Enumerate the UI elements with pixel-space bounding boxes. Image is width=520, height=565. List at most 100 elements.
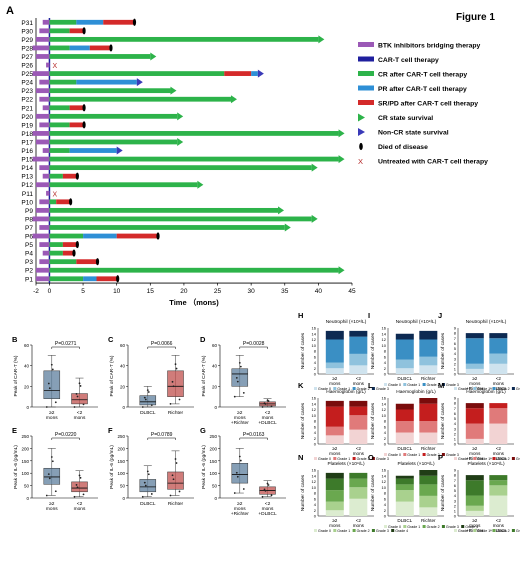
bridge-bar (42, 105, 50, 111)
significance-bracket (239, 437, 268, 440)
grade-swatch (461, 525, 465, 528)
category-label: ≥2 (332, 376, 338, 381)
category-label: Richter (421, 446, 436, 451)
bridge-bar (36, 113, 50, 119)
died-marker (69, 198, 73, 206)
category-label: <2 (265, 501, 271, 507)
y-tick-label: 0 (26, 496, 29, 501)
y-tick-label: 10 (382, 343, 387, 348)
data-point (174, 458, 177, 460)
stack-segment (395, 339, 414, 360)
data-point (144, 398, 147, 401)
data-point (175, 367, 178, 370)
panel-letter: H (298, 311, 303, 320)
grade-swatch (403, 383, 407, 386)
box (71, 393, 88, 405)
y-tick-label: 6 (314, 424, 317, 429)
grade-swatch (492, 457, 496, 460)
stack-segment (395, 484, 414, 491)
died-marker (156, 232, 160, 240)
y-tick-label: 2 (314, 436, 317, 441)
cr-survival-arrow (230, 95, 237, 104)
box-panel-c: C 0 20 40 60 Peak of CAR-T (%) DLBCL Richter P=0… (108, 335, 194, 416)
stack-segment (419, 356, 438, 366)
stack-segment (395, 475, 414, 479)
y-tick-label: 5 (454, 346, 457, 351)
stack-segment (419, 507, 438, 516)
y-tick-label: 3 (454, 356, 457, 361)
category-label: Richter (168, 501, 184, 507)
category-label: ≥2 (49, 501, 55, 507)
response-segment (49, 131, 339, 136)
panel-title: Haemoglobin (g/L) (326, 389, 366, 395)
y-axis-title: Peak of IL-6 (pg/mL) (109, 445, 115, 489)
data-point (78, 382, 81, 385)
x-tick-label: 20 (180, 288, 188, 295)
grade-swatch (403, 453, 407, 456)
response-segment (49, 225, 285, 230)
category-label: DLBCL (397, 518, 412, 523)
grade-label: Grade 0 (388, 453, 401, 457)
panel-letter: G (200, 426, 206, 435)
patient-label: P7 (25, 225, 33, 232)
y-tick-label: 3 (454, 426, 457, 431)
x-tick-label: 45 (348, 288, 356, 295)
response-segment (83, 276, 97, 282)
data-point (51, 460, 54, 463)
legend-arrow (358, 113, 365, 122)
data-point (267, 484, 270, 486)
patient-label: P19 (21, 122, 33, 129)
bridge-bar (36, 207, 50, 213)
cr-survival-arrow (197, 180, 204, 189)
data-point (261, 406, 264, 408)
y-tick-label: 1 (454, 508, 457, 513)
y-tick-label: 0 (454, 372, 457, 377)
response-segment (49, 88, 171, 94)
y-tick-label: 6 (454, 483, 457, 488)
legend-x: X (358, 157, 363, 166)
data-point (143, 396, 146, 399)
data-point (233, 395, 236, 398)
stack-segment (395, 409, 414, 421)
response-segment (49, 267, 339, 273)
stack-segment (489, 480, 508, 486)
data-point (174, 363, 177, 366)
category-label: <2 (77, 410, 83, 416)
patient-label: P3 (25, 259, 33, 266)
legend-swatch (358, 56, 374, 62)
y-axis-title: Number of cases (370, 474, 376, 511)
y-tick-label: 0 (314, 372, 317, 377)
box (231, 368, 249, 387)
patient-label: P2 (25, 268, 33, 275)
stack-segment (349, 472, 368, 479)
y-tick-label: 4 (314, 360, 317, 365)
patient-label: P30 (21, 28, 33, 35)
response-segment (49, 216, 312, 222)
data-point (147, 391, 150, 393)
patient-label: P6 (25, 234, 33, 241)
y-tick-label: 14 (312, 331, 317, 336)
response-segment (49, 54, 151, 59)
grade-label: Grade 4 (465, 525, 478, 529)
cr-survival-arrow (338, 129, 345, 138)
grade-swatch (371, 457, 375, 460)
box (71, 481, 88, 493)
category-label: ≥2 (332, 446, 338, 451)
grade-swatch (441, 525, 445, 528)
stack-segment (489, 338, 508, 354)
grade-swatch (511, 387, 515, 390)
grade-swatch (492, 529, 496, 532)
grade-swatch (454, 387, 457, 390)
grade-label: Grade 2 (357, 457, 370, 461)
untreated-marker: X (52, 63, 57, 70)
died-marker (95, 258, 100, 266)
panel-letter: J (438, 311, 442, 320)
grade-swatch (441, 453, 445, 456)
untreated-marker: X (52, 191, 57, 198)
category-label: mons (234, 507, 246, 512)
cr-survival-arrow (278, 206, 285, 215)
y-tick-label: 2 (454, 431, 457, 436)
data-point (233, 492, 236, 494)
